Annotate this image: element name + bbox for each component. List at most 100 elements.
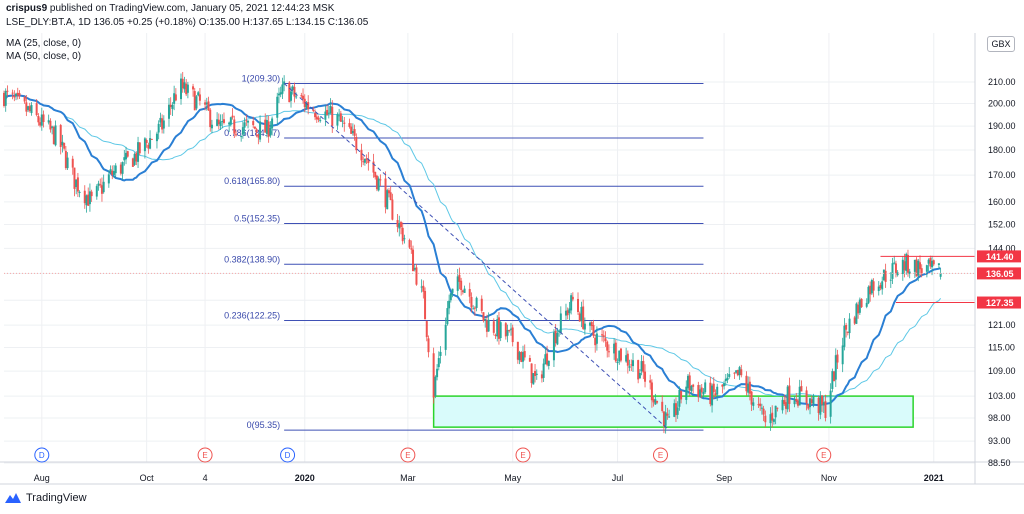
dividend-event-icon[interactable]	[34, 447, 50, 463]
y-tick-label: 93.00	[988, 436, 1011, 446]
candle-body	[499, 322, 502, 339]
candle-body	[829, 390, 832, 417]
candle-body	[736, 369, 739, 376]
candle-body	[666, 413, 669, 416]
currency-badge[interactable]: GBX	[987, 36, 1015, 52]
candle-body	[205, 102, 208, 105]
candle-body	[222, 119, 225, 123]
candle-body	[496, 319, 499, 337]
candle-body	[652, 399, 655, 403]
candle-body	[723, 383, 726, 387]
candle-body	[221, 121, 224, 123]
candle-body	[30, 105, 33, 114]
candle-body	[544, 354, 547, 365]
candle-body	[155, 133, 158, 142]
candle-body	[162, 120, 165, 129]
earnings-event-icon[interactable]	[652, 447, 668, 463]
trend-line[interactable]	[283, 83, 670, 431]
fibonacci-retracement[interactable]: 1(209.30) 0.786(184.97) 0.618(165.80) 0.5(1…	[224, 73, 704, 431]
candle-body	[401, 227, 404, 242]
candle-body	[788, 385, 791, 404]
candle-body	[552, 332, 555, 361]
candle-body	[882, 269, 885, 281]
candle-body	[327, 112, 330, 114]
candle-body	[630, 364, 633, 366]
price-badge[interactable]	[977, 267, 1021, 280]
candle-body	[131, 158, 134, 167]
indicator-ma50-label[interactable]: MA (50, close, 0)	[6, 51, 82, 62]
indicator-ma25-label[interactable]: MA (25, close, 0)	[6, 38, 82, 49]
publisher-name[interactable]: crispus9	[6, 3, 48, 14]
candle-body	[195, 96, 198, 109]
candle-body	[422, 285, 425, 292]
price-badge-label: 127.35	[986, 298, 1014, 308]
earnings-event-icon[interactable]	[197, 447, 213, 463]
symbol-label[interactable]: LSE_DLY:BT.A, 1D	[6, 17, 91, 28]
candle-body	[798, 386, 801, 406]
footer-brand[interactable]: TradingView	[4, 492, 87, 504]
candle-body	[764, 415, 767, 423]
candle-body	[494, 334, 497, 336]
drawn-lines[interactable]	[4, 83, 975, 431]
candle-body	[884, 270, 887, 282]
candle-body	[460, 280, 463, 291]
candle-body	[295, 96, 298, 98]
candle-body	[71, 158, 74, 168]
candle-body	[150, 138, 153, 140]
candle-body	[833, 371, 836, 382]
candle-body	[54, 125, 57, 146]
earnings-event-icon[interactable]	[400, 447, 416, 463]
candle-body	[229, 117, 232, 125]
fib-level-label: 0.236(122.25)	[224, 311, 280, 321]
candle-body	[307, 102, 310, 110]
price-badge-label: 141.40	[986, 252, 1014, 262]
candle-body	[437, 358, 440, 368]
candle-body	[137, 142, 140, 162]
candle-body	[644, 371, 647, 382]
candle-body	[824, 401, 827, 418]
candle-body	[78, 191, 81, 193]
candle-body	[73, 167, 76, 189]
candle-body	[269, 127, 272, 136]
candle-body	[439, 351, 442, 356]
candle-body	[836, 354, 839, 363]
candle-body	[276, 96, 279, 118]
candle-body	[589, 322, 592, 326]
candle-body	[697, 385, 700, 398]
y-tick-label: 170.00	[988, 170, 1016, 180]
earnings-event-icon[interactable]	[515, 447, 531, 463]
fib-level-label: 0.382(138.90)	[224, 254, 280, 264]
candle-body	[47, 120, 50, 123]
candle-body	[932, 260, 935, 265]
candle-body	[97, 183, 100, 186]
candle-body	[786, 386, 789, 410]
candle-body	[834, 355, 837, 380]
candle-body	[580, 306, 583, 321]
candle-body	[329, 106, 332, 114]
candle-body	[781, 399, 784, 411]
candle-body	[894, 263, 897, 274]
axes[interactable]: 88.50 93.00 98.00 103.00 109.00 115.00 121.00 1…	[0, 33, 1024, 485]
candle-body	[800, 386, 803, 392]
candle-body	[879, 285, 882, 289]
candle-body	[523, 351, 526, 358]
dividend-event-icon[interactable]	[280, 447, 296, 463]
candle-body	[632, 360, 635, 367]
candle-body	[87, 194, 90, 206]
candle-body	[351, 131, 354, 134]
candle-body	[314, 113, 317, 118]
candle-body	[472, 308, 475, 310]
candle-body	[858, 299, 861, 313]
candle-body	[183, 82, 186, 90]
candle-body	[590, 322, 593, 327]
price-badge[interactable]	[977, 296, 1021, 309]
candle-body	[61, 141, 64, 146]
candle-body	[18, 93, 21, 97]
earnings-event-icon[interactable]	[816, 447, 832, 463]
candle-body	[535, 373, 538, 375]
price-badge[interactable]	[977, 250, 1021, 263]
candle-body	[700, 387, 703, 393]
published-text: published on TradingView.com, January 05…	[49, 3, 335, 14]
